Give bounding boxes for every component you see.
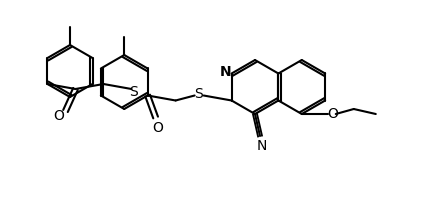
Text: S: S <box>129 85 138 99</box>
Text: O: O <box>53 109 64 123</box>
Text: O: O <box>152 120 163 134</box>
Text: O: O <box>327 107 338 121</box>
Text: N: N <box>257 139 267 153</box>
Text: S: S <box>194 87 203 101</box>
Text: N: N <box>220 65 231 79</box>
